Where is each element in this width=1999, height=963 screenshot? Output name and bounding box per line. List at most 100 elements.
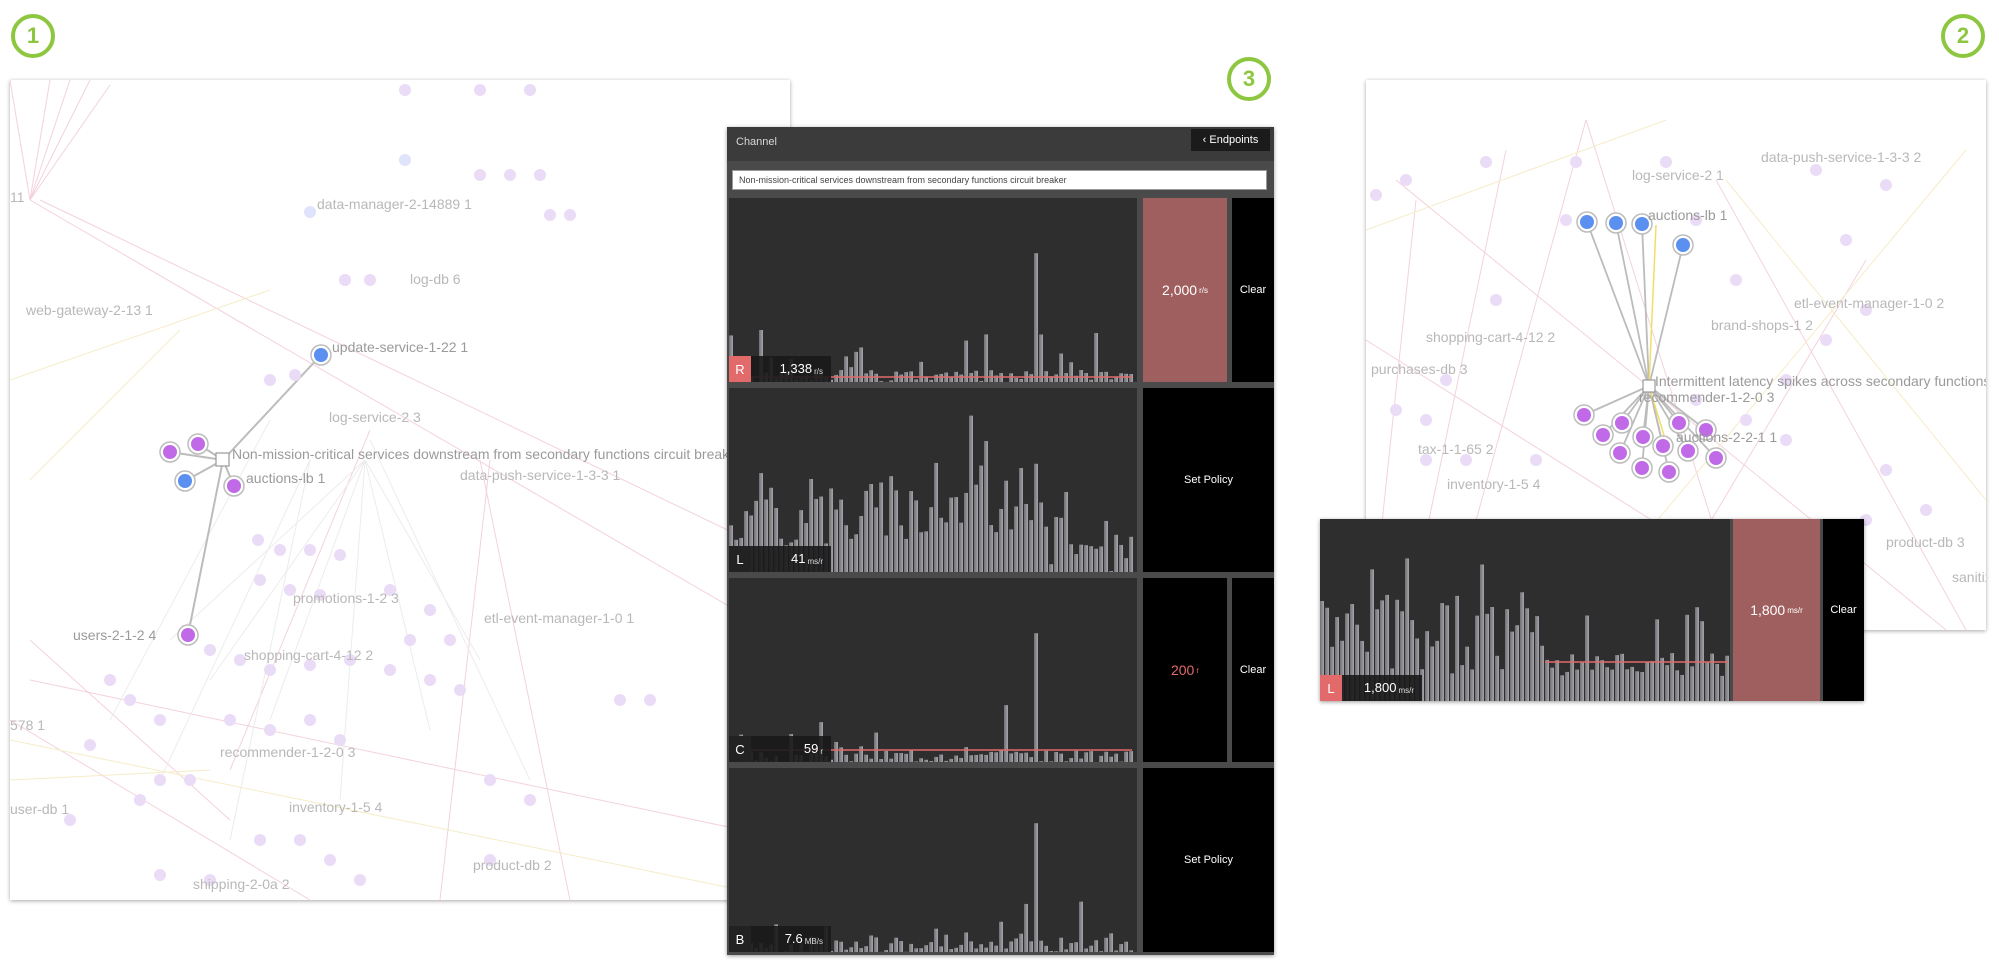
- histogram-bar: [1460, 665, 1464, 701]
- histogram-bar: [1124, 558, 1128, 572]
- concurrency-clear-button[interactable]: Clear: [1232, 578, 1274, 762]
- histogram-bar: [974, 754, 978, 762]
- requests-threshold[interactable]: 2,000 r/s: [1143, 198, 1227, 382]
- histogram-bar: [914, 761, 918, 762]
- histogram-bar: [949, 377, 953, 382]
- histogram-bar: [774, 508, 778, 572]
- histogram-bar: [944, 522, 948, 572]
- histogram-bar: [859, 746, 863, 762]
- histogram-bar: [1099, 951, 1103, 952]
- histogram-bar: [894, 490, 898, 572]
- histogram-bar: [834, 509, 838, 572]
- histogram-bar: [1084, 948, 1088, 952]
- histogram-bar: [1054, 517, 1058, 572]
- metric-row-latency: L 41 ms/r Set Policy: [727, 388, 1274, 572]
- histogram-bar: [1074, 375, 1078, 382]
- mini-clear-button[interactable]: Clear: [1823, 519, 1864, 701]
- histogram-bar: [879, 381, 883, 382]
- histogram-bar: [1640, 671, 1644, 701]
- histogram-bar: [849, 367, 853, 382]
- histogram-bar: [1114, 753, 1118, 762]
- bandwidth-set-policy-button[interactable]: Set Policy: [1143, 768, 1274, 952]
- histogram-bar: [1590, 669, 1594, 701]
- latency-value-readout: 41 ms/r: [751, 546, 831, 572]
- metric-row-concurrency: C 59 r 200 r Clear: [727, 578, 1274, 762]
- histogram-bar: [839, 370, 843, 382]
- histogram-bar: [1385, 594, 1389, 701]
- histogram-bar: [1540, 645, 1544, 701]
- latency-set-policy-button[interactable]: Set Policy: [1143, 388, 1274, 572]
- latency-histogram[interactable]: L 41 ms/r: [729, 388, 1137, 572]
- histogram-bar: [1064, 949, 1068, 952]
- histogram-bar: [864, 946, 868, 952]
- histogram-bar: [964, 340, 968, 382]
- histogram-bar: [1024, 503, 1028, 572]
- histogram-bar: [989, 941, 993, 952]
- channel-filter-input[interactable]: [732, 170, 1267, 190]
- histogram-bar: [974, 948, 978, 952]
- histogram-bar: [1054, 374, 1058, 382]
- graph-canvas-1[interactable]: 11 data-manager-2-14889 1 log-db 6 web-g…: [10, 80, 790, 900]
- histogram-bar: [849, 761, 853, 762]
- histogram-bar: [1355, 624, 1359, 701]
- bandwidth-value: 7.6: [784, 931, 803, 946]
- histogram-bar: [939, 517, 943, 572]
- service-graph-panel-1[interactable]: 11 data-manager-2-14889 1 log-db 6 web-g…: [10, 80, 790, 900]
- bandwidth-unit: MB/s: [804, 937, 823, 946]
- histogram-bar: [1069, 943, 1073, 952]
- histogram-bar: [869, 370, 873, 382]
- histogram-bar: [889, 476, 893, 572]
- concurrency-threshold[interactable]: 200 r: [1143, 578, 1227, 762]
- requests-histogram[interactable]: R 1,338 r/s: [729, 198, 1137, 382]
- requests-clear-button[interactable]: Clear: [1232, 198, 1274, 382]
- histogram-bar: [1109, 756, 1113, 762]
- histogram-bar: [869, 484, 873, 572]
- histogram-bar: [1004, 480, 1008, 572]
- graph-label: product-db 3: [1886, 534, 1965, 550]
- graph-label: shopping-cart-4-12 2: [244, 647, 373, 663]
- histogram-bar: [859, 516, 863, 572]
- step-badge-2: 2: [1941, 14, 1985, 58]
- histogram-bar: [809, 478, 813, 572]
- histogram-bar: [1014, 938, 1018, 952]
- histogram-bar: [829, 759, 833, 762]
- graph-label: data-push-service-1-3-3 1: [460, 467, 621, 483]
- histogram-bar: [1014, 506, 1018, 572]
- bandwidth-histogram[interactable]: B 7.6 MB/s: [729, 768, 1137, 952]
- histogram-bar: [919, 948, 923, 952]
- histogram-bar: [759, 473, 763, 572]
- concurrency-unit: r: [820, 747, 823, 756]
- graph-label: log-service-2 1: [1632, 167, 1724, 183]
- graph-label: etl-event-manager-1-0 2: [1794, 295, 1944, 311]
- histogram-bar: [874, 507, 878, 572]
- histogram-bar: [1545, 659, 1549, 701]
- histogram-bar: [1615, 655, 1619, 701]
- histogram-bar: [929, 379, 933, 382]
- histogram-bar: [1069, 362, 1073, 382]
- node-blue-2: [1609, 216, 1623, 230]
- graph-label: recommender-1-2-0 3: [220, 744, 356, 760]
- histogram-bar: [1059, 937, 1063, 952]
- histogram-bar: [959, 374, 963, 382]
- graph-label: shopping-cart-4-12 2: [1426, 329, 1555, 345]
- histogram-bar: [1690, 666, 1694, 701]
- bandwidth-letter: B: [729, 926, 751, 952]
- graph-label: product-db 2: [473, 857, 552, 873]
- graph-label: Non-mission-critical services downstream…: [232, 446, 742, 462]
- histogram-bar: [1129, 374, 1133, 382]
- concurrency-histogram[interactable]: C 59 r: [729, 578, 1137, 762]
- endpoints-button[interactable]: ‹ Endpoints: [1191, 129, 1270, 151]
- mini-latency-histogram[interactable]: L 1,800 ms/r: [1320, 519, 1730, 701]
- histogram-bar: [1034, 463, 1038, 572]
- histogram-bar: [1109, 379, 1113, 382]
- histogram-bar: [1500, 669, 1504, 701]
- histogram-bar: [744, 511, 748, 572]
- histogram-bar: [979, 944, 983, 952]
- histogram-bar: [854, 753, 858, 762]
- histogram-bar: [1710, 653, 1714, 701]
- requests-threshold-unit: r/s: [1199, 285, 1208, 295]
- histogram-bar: [1034, 633, 1038, 762]
- histogram-bar: [1515, 625, 1519, 701]
- mini-latency-threshold[interactable]: 1,800 ms/r: [1733, 519, 1820, 701]
- histogram-bar: [909, 491, 913, 572]
